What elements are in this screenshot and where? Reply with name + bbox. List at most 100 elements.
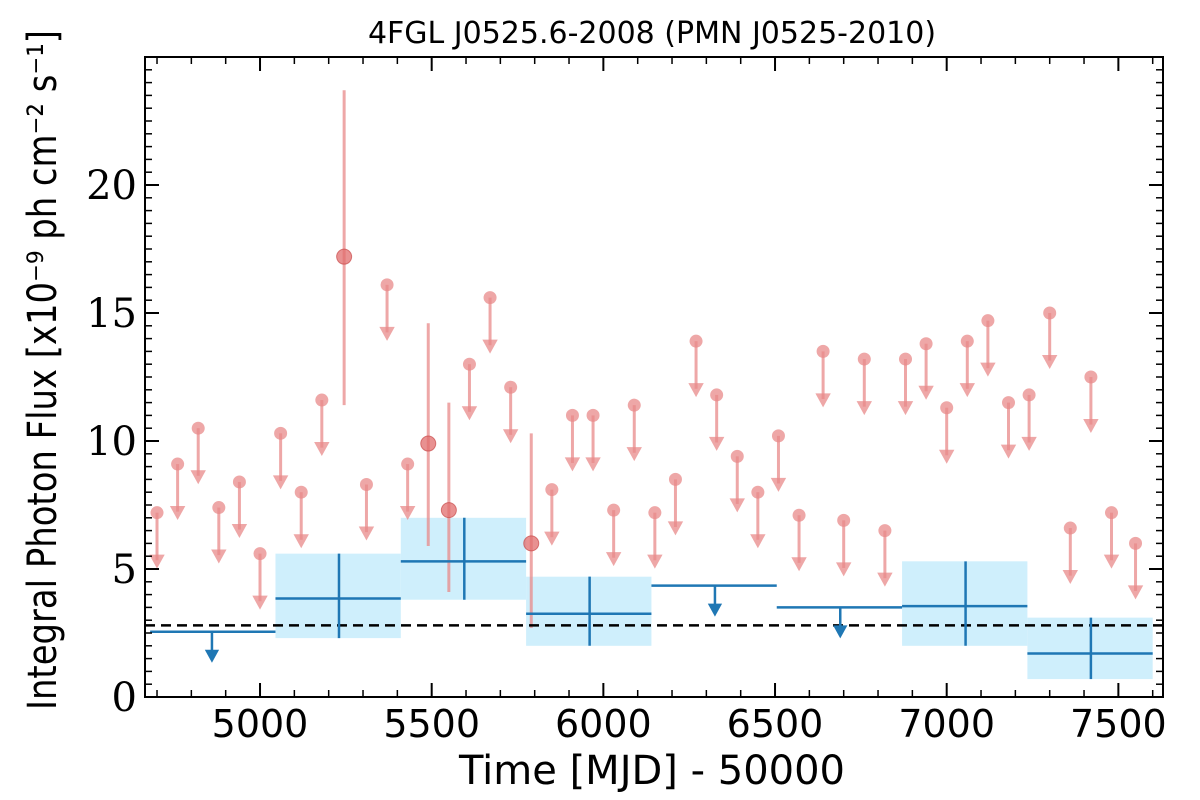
monthly-ul-arrow [585, 415, 601, 472]
x-tick-label: 7000 [898, 702, 995, 746]
monthly-ul-arrow [461, 364, 478, 421]
monthly-ul-arrow-head [835, 562, 852, 577]
monthly-ul-arrow [835, 520, 852, 577]
monthly-ul-arrow-head [1021, 436, 1037, 451]
monthly-ul-arrow-head [877, 572, 893, 587]
x-tick-label: 7500 [1070, 702, 1167, 746]
yearly-ul-arrow-head [833, 625, 848, 639]
y-axis-label: Integral Photon Flux [x10⁻⁹ ph cm⁻² s⁻¹] [20, 30, 66, 710]
y-tick-label: 10 [86, 419, 137, 465]
monthly-ul-arrow [959, 341, 975, 398]
monthly-ul-arrow-head [211, 549, 227, 564]
monthly-ul-arrow-head [399, 506, 416, 521]
yearly-ul-arrow [833, 607, 848, 639]
monthly-ul-arrow [1083, 377, 1099, 433]
monthly-ul-arrow [708, 394, 725, 451]
y-tick-label: 5 [112, 547, 137, 593]
monthly-ul-arrow [544, 489, 560, 546]
yearly-detection-3 [902, 561, 1028, 646]
y-tick-label: 20 [86, 163, 137, 209]
monthly-ul-arrow-head [585, 457, 601, 472]
monthly-ul-arrow [815, 351, 831, 408]
monthly-ul-arrow-head [1127, 585, 1144, 600]
monthly-ul-arrow-head [980, 362, 996, 377]
monthly-ul-arrow [211, 507, 227, 564]
yearly-ul-arrow [707, 585, 723, 617]
monthly-ul-arrow [791, 515, 807, 572]
x-tick-label: 6500 [727, 702, 824, 746]
monthly-ul-arrow [1041, 313, 1058, 369]
monthly-ul-arrow-head [564, 457, 581, 472]
monthly-ul-arrow-head [149, 554, 165, 569]
x-tick-label: 5500 [383, 702, 480, 746]
monthly-ul-arrow-head [293, 534, 309, 549]
monthly-ul-arrow [729, 456, 745, 513]
monthly-ul-arrow [897, 359, 914, 416]
monthly-ul-arrow [918, 343, 934, 400]
monthly-ul-arrow [149, 512, 165, 569]
x-tick-label: 5000 [212, 702, 309, 746]
y-tick-label: 15 [86, 291, 137, 337]
monthly-ul-arrow-head [190, 470, 206, 485]
monthly-ul-arrow-head [379, 326, 395, 341]
monthly-ul-arrow-head [647, 554, 663, 569]
monthly-ul-arrow-head [544, 531, 560, 546]
yearly-ul-arrow-head [204, 649, 220, 663]
monthly-ul-arrow [1103, 512, 1120, 569]
y-tick-label: 0 [112, 675, 137, 721]
monthly-ul-arrow [1127, 543, 1144, 600]
monthly-ul-arrow [358, 484, 375, 541]
monthly-marker [523, 535, 540, 552]
yearly-detection-0 [275, 553, 401, 639]
monthly-ul-arrow-head [729, 498, 745, 513]
monthly-ul-arrow [1062, 528, 1078, 585]
monthly-ul-arrow [1021, 394, 1037, 451]
monthly-ul-arrow [856, 359, 872, 416]
monthly-ul-arrow-head [770, 477, 787, 492]
monthly-ul-arrow-head [461, 406, 478, 421]
monthly-ul-arrow [272, 433, 289, 490]
monthly-ul-arrow-head [482, 339, 498, 354]
monthly-ul-arrow-head [750, 534, 766, 549]
yearly-detection-2 [526, 576, 652, 646]
monthly-ul-arrow-head [1000, 444, 1017, 459]
monthly-ul-arrow-head [667, 521, 684, 536]
monthly-ul-arrow-head [358, 526, 375, 541]
monthly-ul-arrow-head [231, 523, 248, 538]
monthly-detection-0 [336, 90, 353, 406]
monthly-ul-arrow-head [1062, 570, 1078, 585]
monthly-detection-3 [523, 433, 540, 628]
monthly-ul-arrow [482, 297, 498, 354]
monthly-ul-arrow-head [502, 429, 519, 444]
monthly-ul-arrow-head [1083, 419, 1099, 433]
monthly-ul-arrow [605, 510, 622, 567]
monthly-ul-arrow-head [1103, 554, 1120, 569]
monthly-ul-arrow [750, 492, 766, 549]
monthly-ul-arrow [938, 407, 955, 464]
monthly-ul-arrow-head [918, 385, 934, 400]
yearly-ul-arrow-head [707, 603, 723, 617]
monthly-ul-arrow [399, 464, 416, 521]
monthly-ul-arrow-head [605, 552, 622, 567]
monthly-ul-arrow-head [938, 449, 955, 464]
monthly-ul-arrow-head [815, 393, 831, 408]
monthly-marker [440, 502, 457, 519]
monthly-ul-arrow-head [272, 475, 289, 490]
monthly-ul-arrow [231, 481, 248, 538]
monthly-ul-arrow [293, 492, 309, 549]
chart-title: 4FGL J0525.6-2008 (PMN J0525-2010) [368, 16, 936, 51]
monthly-ul-arrow-head [791, 557, 807, 572]
monthly-ul-arrow [667, 479, 684, 536]
x-tick-label: 6000 [555, 702, 652, 746]
monthly-detection-1 [420, 323, 437, 546]
monthly-ul-arrow [314, 400, 330, 457]
monthly-ul-arrow [647, 512, 663, 569]
monthly-ul-arrow-head [959, 383, 975, 398]
monthly-marker [420, 435, 437, 452]
monthly-ul-arrow [502, 387, 519, 444]
monthly-ul-arrow-head [688, 383, 704, 398]
monthly-ul-arrow [1000, 402, 1017, 459]
monthly-ul-arrow [564, 415, 581, 472]
axes: 5000 5500 6000 6500 7000 7500 0 5 10 15 20 [86, 56, 1167, 746]
